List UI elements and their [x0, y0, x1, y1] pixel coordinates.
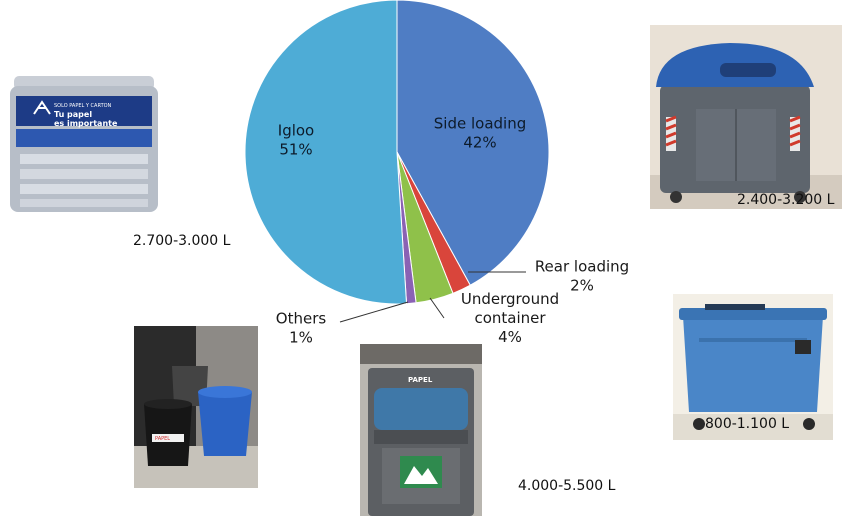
slice-label-others: Others 1%	[276, 310, 327, 347]
igloo-sign-line-3: es importante	[54, 119, 118, 128]
pie-slice-side-loading	[396, 0, 550, 286]
bins-tag: PAPEL	[155, 436, 170, 442]
pie-slice-igloo	[244, 0, 408, 305]
slice-label-igloo: Igloo 51%	[278, 122, 314, 159]
underground-capacity-caption: 4.000-5.500 L	[518, 478, 616, 494]
rear-loading-capacity-caption: 800-1.100 L	[705, 416, 790, 432]
side-loading-container-photo	[650, 25, 842, 209]
igloo-capacity-caption: 2.700-3.000 L	[133, 233, 231, 249]
slice-label-underground-container: Underground container 4%	[461, 290, 559, 346]
side-loading-capacity-caption: 2.400-3.200 L	[737, 192, 835, 208]
underground-container-photo: PAPEL	[360, 344, 482, 516]
igloo-sign-line-2: Tu papel	[54, 110, 92, 119]
leader-line-others	[339, 301, 409, 323]
rear-loading-container-photo	[673, 294, 833, 440]
igloo-container-photo: SOLO PAPEL Y CARTON Tu papel es importan…	[4, 74, 162, 220]
igloo-sign-line-1: SOLO PAPEL Y CARTON	[54, 103, 112, 109]
bins-photo: PAPEL	[134, 326, 258, 488]
leader-line-underground-container	[429, 297, 445, 319]
slice-label-rear-loading: Rear loading 2%	[535, 258, 629, 295]
slice-label-side-loading: Side loading 42%	[434, 115, 526, 152]
underground-sign: PAPEL	[408, 376, 433, 384]
